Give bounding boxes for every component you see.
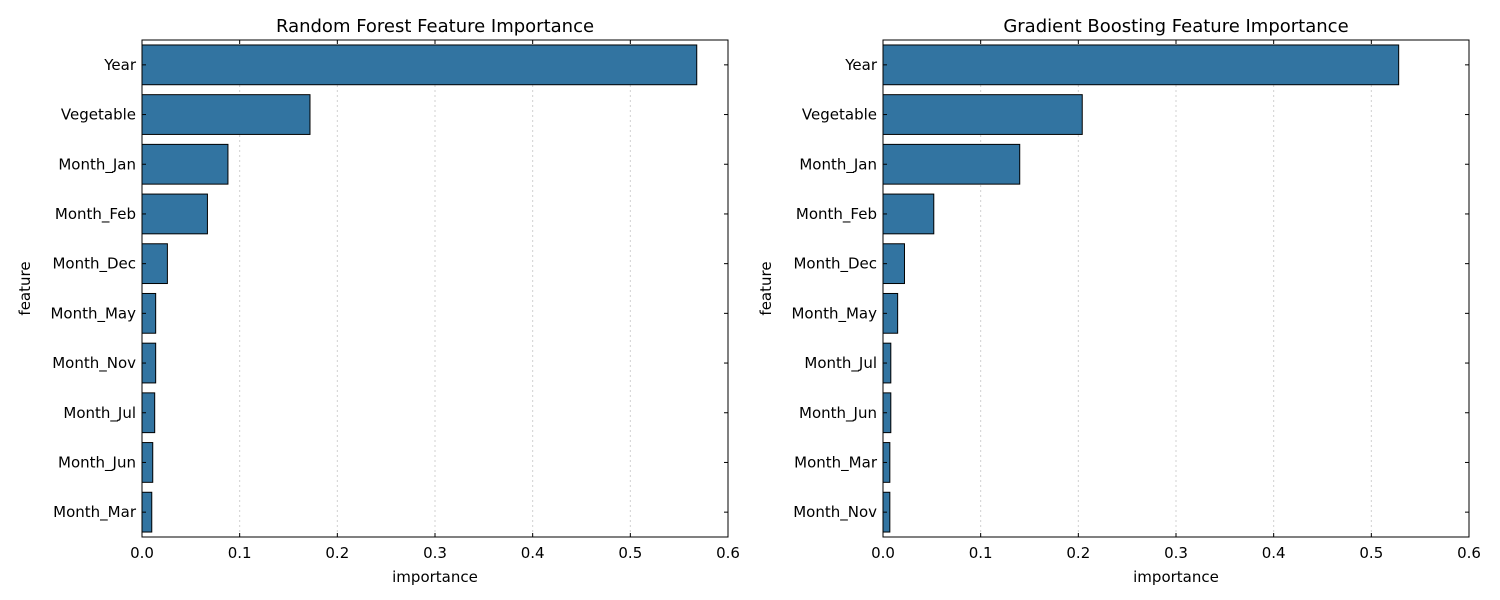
x-tick-label: 0.6 — [1457, 544, 1481, 562]
x-tick-label: 0.4 — [1262, 544, 1286, 562]
x-tick-label: 0.0 — [871, 544, 895, 562]
gradient-boosting-chart: Year Vegetable Month_Jan Month_Feb Month_Dec… — [757, 16, 1481, 586]
x-tick-label: 0.2 — [325, 544, 349, 562]
y-tick-label: Month_Nov — [793, 503, 877, 522]
bar-month-feb — [882, 193, 935, 235]
bar-month-jan — [141, 143, 229, 185]
y-tick-label: Month_Jun — [58, 453, 136, 472]
x-tick-label: 0.1 — [969, 544, 993, 562]
chart-title: Gradient Boosting Feature Importance — [1003, 16, 1348, 37]
x-axis-label: importance — [1133, 568, 1219, 586]
y-tick-label: Month_Mar — [794, 453, 878, 472]
x-tick-label: 0.3 — [1164, 544, 1188, 562]
y-tick-label: Month_Jul — [63, 404, 136, 423]
bar-month-feb — [141, 193, 208, 235]
y-tick-label: Month_Dec — [793, 255, 877, 274]
y-tick-label: Month_Feb — [55, 205, 136, 224]
bar-month-jan — [882, 143, 1021, 185]
y-tick-label: Month_Feb — [796, 205, 877, 224]
y-tick-label: Month_Jul — [804, 354, 877, 373]
y-tick-label: Month_Nov — [52, 354, 136, 373]
y-axis-label: feature — [757, 261, 775, 315]
x-tick-label: 0.5 — [1359, 544, 1383, 562]
x-axis-label: importance — [392, 568, 478, 586]
bar-vegetable — [882, 94, 1083, 135]
x-tick-label: 0.2 — [1066, 544, 1090, 562]
random-forest-chart: Year Vegetable Month_Jan Month_Feb Month_Dec… — [16, 16, 740, 586]
chart-title: Random Forest Feature Importance — [276, 16, 594, 37]
y-tick-label: Month_Jun — [799, 404, 877, 423]
x-tick-label: 0.3 — [423, 544, 447, 562]
y-tick-label: Vegetable — [61, 106, 136, 124]
bar-vegetable — [141, 94, 311, 135]
y-tick-label: Month_Jan — [58, 155, 136, 174]
y-tick-label: Year — [844, 56, 878, 74]
x-tick-label: 0.5 — [618, 544, 642, 562]
x-tick-label: 0.0 — [130, 544, 154, 562]
x-tick-label: 0.4 — [521, 544, 545, 562]
x-tick-label: 0.1 — [228, 544, 252, 562]
y-tick-label: Year — [103, 56, 137, 74]
bar-year — [882, 44, 1400, 86]
y-tick-label: Month_Mar — [53, 503, 137, 522]
y-axis-label: feature — [16, 261, 34, 315]
y-tick-label: Month_Jan — [799, 155, 877, 174]
y-tick-label: Vegetable — [802, 106, 877, 124]
x-tick-label: 0.6 — [716, 544, 740, 562]
y-tick-label: Month_May — [791, 304, 877, 323]
y-tick-label: Month_Dec — [52, 255, 136, 274]
y-tick-label: Month_May — [50, 304, 136, 323]
bar-year — [141, 44, 698, 86]
